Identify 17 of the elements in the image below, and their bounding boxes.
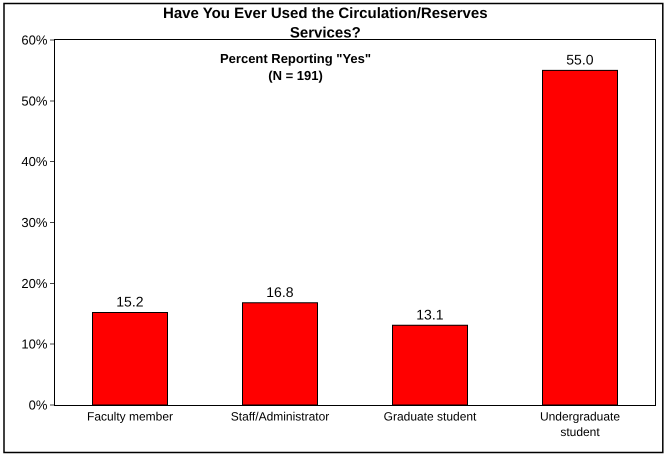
data-label: 13.1 xyxy=(416,306,444,322)
x-tick-label: Graduate student xyxy=(384,409,478,424)
data-label: 15.2 xyxy=(116,294,144,310)
y-tick-label: 50% xyxy=(21,93,48,108)
data-label: 16.8 xyxy=(266,284,294,300)
y-tick-label: 40% xyxy=(21,154,48,170)
y-tick-label: 60% xyxy=(21,32,48,48)
data-label: 55.0 xyxy=(566,51,594,68)
y-tick-label: 10% xyxy=(21,336,48,352)
x-tick-label: Undergraduate student xyxy=(540,409,620,439)
text: Percent Reporting "Yes" (N = 191) xyxy=(220,51,372,83)
y-tick-label: 0% xyxy=(28,398,48,413)
y-tick-label: 20% xyxy=(21,276,48,291)
chart-title: Have You Ever Used the Circulation/Reserves Services? xyxy=(163,5,488,42)
y-tick-label: 30% xyxy=(21,215,48,230)
x-tick-label: Faculty member xyxy=(86,409,174,424)
x-tick-label: Staff/Administrator xyxy=(230,409,330,424)
